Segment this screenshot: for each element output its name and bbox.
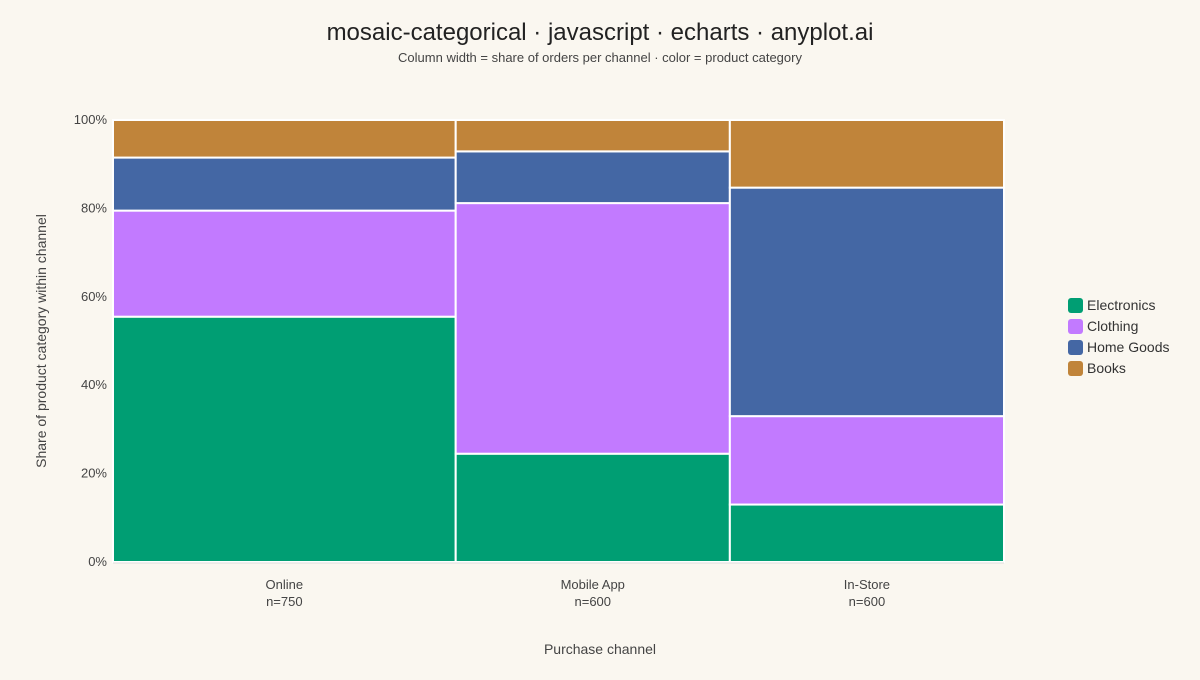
mosaic-tile-clothing[interactable] [112,209,457,318]
y-tick-label: 20% [81,466,107,481]
mosaic-column-online [112,119,457,563]
y-axis-label: Share of product category within channel [33,214,49,468]
mosaic-tile-electronics[interactable] [728,503,1005,564]
legend-label: Home Goods [1087,339,1169,355]
x-tick-label: Online [266,577,304,592]
mosaic-column-mobile-app [454,119,731,563]
legend-swatch [1068,340,1083,355]
x-tick-label: In-Store [844,577,890,592]
legend-swatch [1068,319,1083,334]
legend-swatch [1068,298,1083,313]
mosaic-column-in-store [728,119,1005,564]
mosaic-tile-books[interactable] [112,119,457,159]
legend-swatch [1068,361,1083,376]
mosaic-tile-clothing[interactable] [454,202,731,455]
legend-label: Clothing [1087,318,1138,334]
legend-item-books[interactable]: Books [1068,360,1126,376]
mosaic-tile-books[interactable] [454,119,731,153]
x-tick-count-label: n=600 [849,594,886,609]
y-tick-label: 60% [81,289,107,304]
legend: Electronics Clothing Home Goods Books [1068,297,1169,376]
x-axis-label: Purchase channel [544,641,656,657]
legend-label: Electronics [1087,297,1155,313]
mosaic-tile-electronics[interactable] [454,452,731,563]
mosaic-tile-books[interactable] [728,119,1005,189]
x-tick-count-label: n=600 [575,594,612,609]
y-tick-label: 0% [88,554,107,569]
x-tick-count-label: n=750 [266,594,303,609]
y-tick-label: 100% [74,112,108,127]
chart-subtitle: Column width = share of orders per chann… [398,50,802,65]
mosaic-tiles [112,119,1005,564]
chart-title: mosaic-categorical · javascript · echart… [327,19,874,46]
legend-item-electronics[interactable]: Electronics [1068,297,1155,313]
legend-item-home-goods[interactable]: Home Goods [1068,339,1169,355]
mosaic-tile-clothing[interactable] [728,415,1005,506]
mosaic-tile-home-goods[interactable] [454,150,731,205]
legend-item-clothing[interactable]: Clothing [1068,318,1138,334]
x-axis-ticks: Online n=750 Mobile App n=600 In-Store n=600 [113,562,1004,609]
y-axis-ticks: 0% 20% 40% 60% 80% 100% [74,112,108,569]
mosaic-tile-home-goods[interactable] [728,186,1005,418]
y-tick-label: 40% [81,377,107,392]
x-tick-label: Mobile App [561,577,625,592]
legend-label: Books [1087,360,1126,376]
mosaic-tile-electronics[interactable] [112,315,457,563]
mosaic-tile-home-goods[interactable] [112,156,457,212]
y-tick-label: 80% [81,200,107,215]
